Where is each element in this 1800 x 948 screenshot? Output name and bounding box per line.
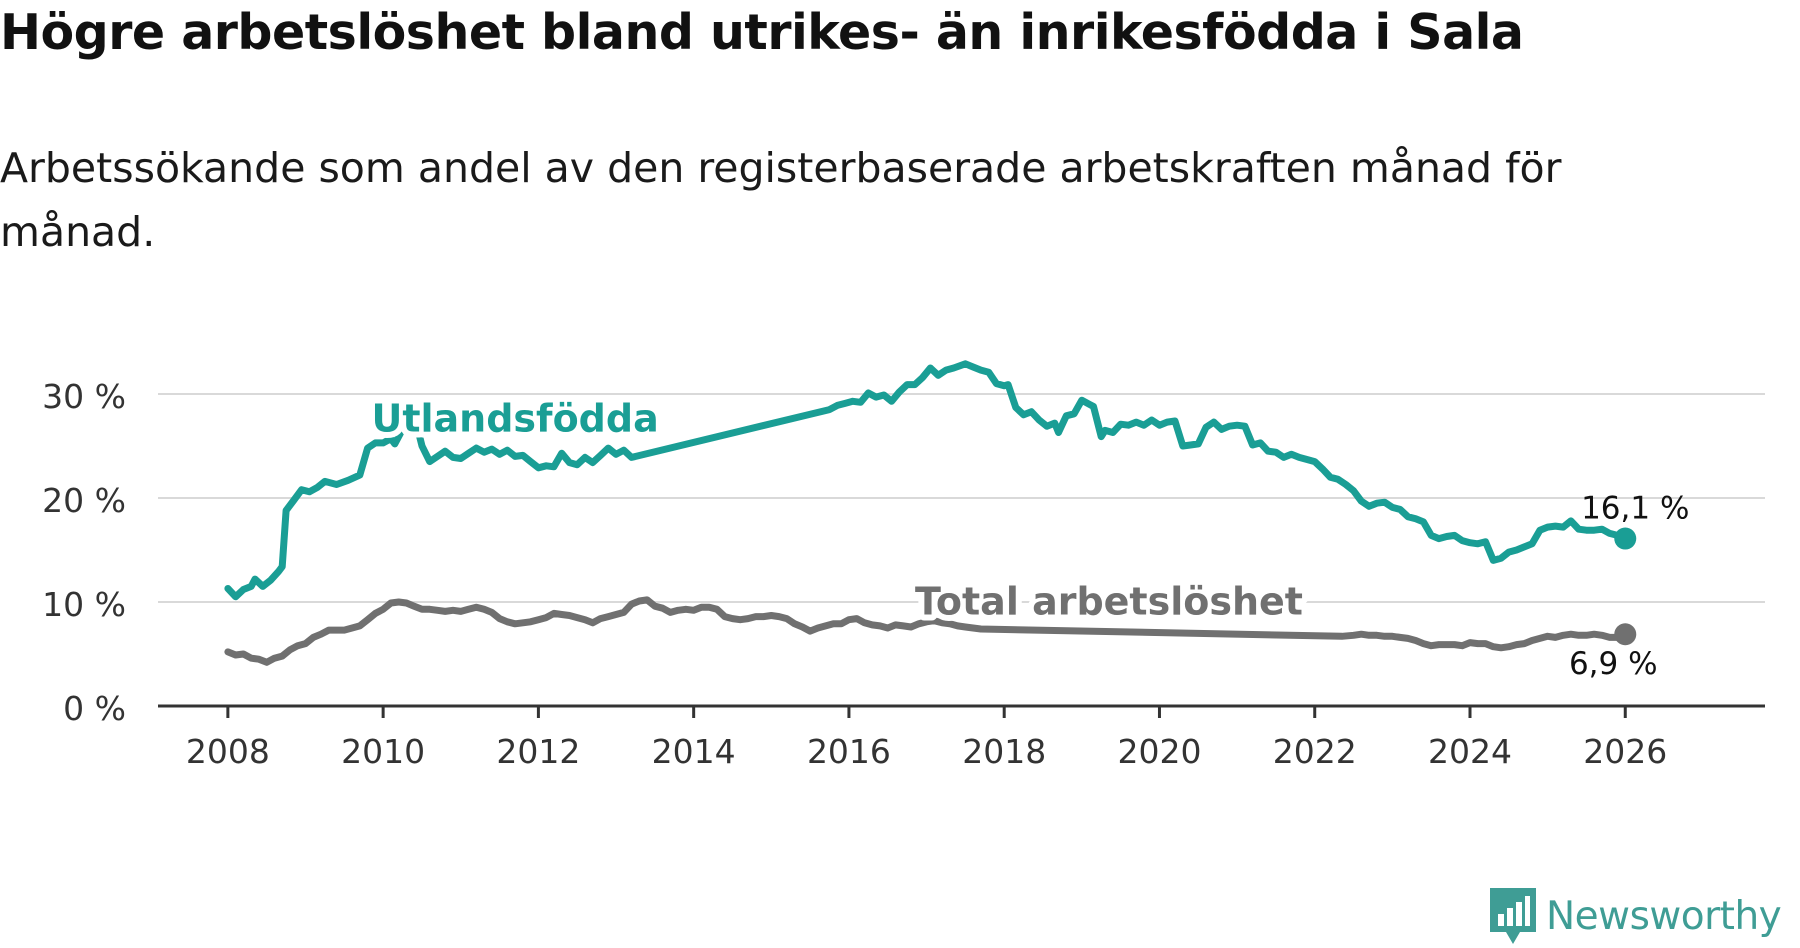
series-line-total xyxy=(224,596,1629,666)
x-tick-label: 2020 xyxy=(1117,732,1201,771)
series-end-point xyxy=(1614,623,1637,646)
x-tick-label: 2016 xyxy=(807,732,891,771)
end-value-label: 6,9 % xyxy=(1569,646,1658,682)
y-tick-label: 30 % xyxy=(42,377,126,416)
chart-subtitle: Arbetssökande som andel av den registerb… xyxy=(0,144,1562,256)
x-tick-label: 2024 xyxy=(1428,732,1512,771)
x-axis: 2008 2010 2012 2014 2016 2018 2020 2022 2024 2026 xyxy=(158,704,1765,771)
newsworthy-logo-icon xyxy=(1490,888,1536,944)
series-label: Total arbetslöshet xyxy=(915,579,1303,623)
y-tick-label: 20 % xyxy=(42,481,126,520)
x-tick-label: 2008 xyxy=(186,732,270,771)
gridlines xyxy=(158,393,1765,603)
chart-title: Högre arbetslöshet bland utrikes- än inr… xyxy=(0,4,1524,61)
series-line-utlandsfodda xyxy=(224,360,1629,601)
y-tick-label: 10 % xyxy=(42,585,126,624)
x-tick-label: 2014 xyxy=(652,732,736,771)
x-tick-label: 2018 xyxy=(962,732,1046,771)
line-chart: 0 % 10 % 20 % 30 % 2008 2010 2012 2014 2016 2018… xyxy=(42,360,1765,771)
x-tick-label: 2010 xyxy=(341,732,425,771)
series-labels: Utlandsfödda Total arbetslöshet 16,1 % 6,9 … xyxy=(365,390,1689,682)
x-tick-label: 2012 xyxy=(496,732,580,771)
series-end-point xyxy=(1614,527,1637,550)
x-tick-label: 2022 xyxy=(1273,732,1357,771)
newsworthy-logo: Newsworthy xyxy=(1490,888,1782,944)
x-tick-label: 2026 xyxy=(1583,732,1667,771)
series-label: Utlandsfödda xyxy=(371,396,658,440)
y-axis-ticks: 0 % 10 % 20 % 30 % xyxy=(42,377,126,728)
brand-name: Newsworthy xyxy=(1546,893,1782,939)
series-lines xyxy=(224,360,1637,666)
end-value-label: 16,1 % xyxy=(1581,491,1689,527)
y-tick-label: 0 % xyxy=(63,689,126,728)
